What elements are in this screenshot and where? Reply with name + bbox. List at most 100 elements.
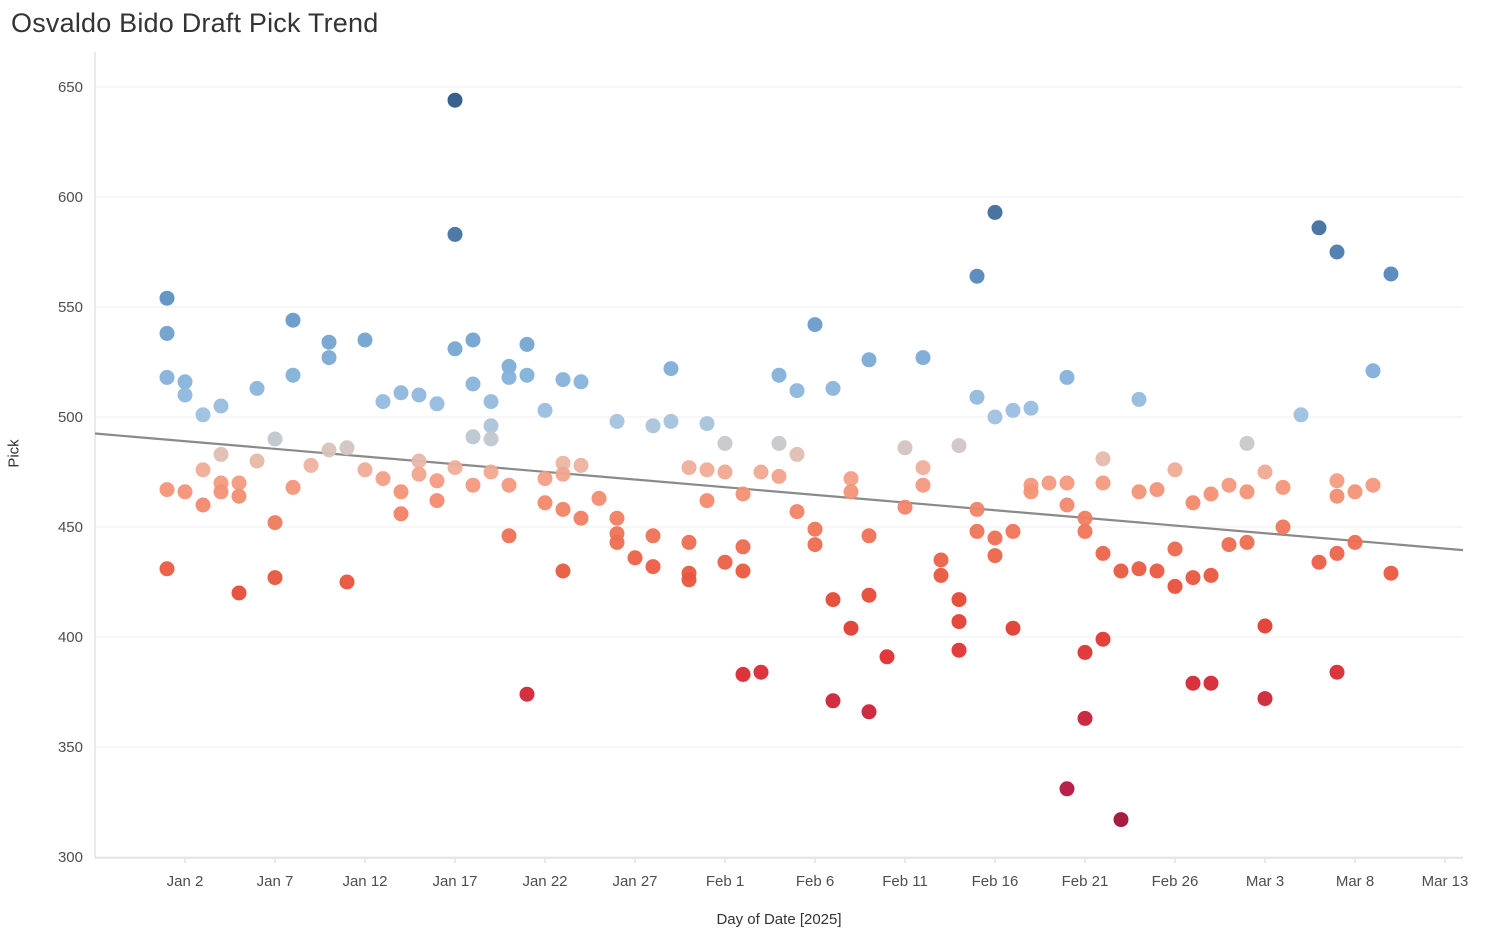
data-point[interactable] [249, 380, 265, 396]
data-point[interactable] [681, 534, 697, 550]
data-point[interactable] [1059, 781, 1075, 797]
data-point[interactable] [663, 413, 679, 429]
data-point[interactable] [825, 592, 841, 608]
data-point[interactable] [1239, 534, 1255, 550]
data-point[interactable] [267, 431, 283, 447]
data-point[interactable] [843, 471, 859, 487]
data-point[interactable] [969, 523, 985, 539]
data-point[interactable] [159, 290, 175, 306]
data-point[interactable] [1095, 631, 1111, 647]
data-point[interactable] [375, 394, 391, 410]
data-point[interactable] [861, 587, 877, 603]
data-point[interactable] [1023, 484, 1039, 500]
data-point[interactable] [645, 559, 661, 575]
data-point[interactable] [609, 534, 625, 550]
data-point[interactable] [1059, 369, 1075, 385]
data-point[interactable] [1293, 407, 1309, 423]
data-point[interactable] [177, 374, 193, 390]
data-point[interactable] [231, 488, 247, 504]
data-point[interactable] [681, 572, 697, 588]
data-point[interactable] [1113, 563, 1129, 579]
data-point[interactable] [1203, 567, 1219, 583]
data-point[interactable] [159, 325, 175, 341]
data-point[interactable] [717, 435, 733, 451]
data-point[interactable] [1257, 464, 1273, 480]
data-point[interactable] [1167, 578, 1183, 594]
data-point[interactable] [1095, 475, 1111, 491]
data-point[interactable] [321, 350, 337, 366]
data-point[interactable] [1005, 402, 1021, 418]
data-point[interactable] [1077, 523, 1093, 539]
data-point[interactable] [231, 475, 247, 491]
data-point[interactable] [555, 372, 571, 388]
data-point[interactable] [573, 457, 589, 473]
data-point[interactable] [627, 550, 643, 566]
data-point[interactable] [969, 501, 985, 517]
data-point[interactable] [213, 446, 229, 462]
data-point[interactable] [987, 530, 1003, 546]
data-point[interactable] [609, 510, 625, 526]
data-point[interactable] [645, 528, 661, 544]
data-point[interactable] [339, 440, 355, 456]
data-point[interactable] [447, 341, 463, 357]
data-point[interactable] [1077, 710, 1093, 726]
data-point[interactable] [321, 334, 337, 350]
data-point[interactable] [753, 664, 769, 680]
data-point[interactable] [789, 446, 805, 462]
data-point[interactable] [1095, 545, 1111, 561]
data-point[interactable] [1275, 519, 1291, 535]
data-point[interactable] [789, 504, 805, 520]
data-point[interactable] [1005, 523, 1021, 539]
data-point[interactable] [1257, 618, 1273, 634]
data-point[interactable] [969, 389, 985, 405]
data-point[interactable] [465, 376, 481, 392]
data-point[interactable] [1347, 484, 1363, 500]
data-point[interactable] [1077, 644, 1093, 660]
data-point[interactable] [987, 409, 1003, 425]
data-point[interactable] [1131, 391, 1147, 407]
data-point[interactable] [267, 570, 283, 586]
data-point[interactable] [1185, 570, 1201, 586]
data-point[interactable] [735, 666, 751, 682]
data-point[interactable] [429, 473, 445, 489]
data-point[interactable] [735, 563, 751, 579]
data-point[interactable] [951, 614, 967, 630]
data-point[interactable] [915, 350, 931, 366]
data-point[interactable] [213, 484, 229, 500]
data-point[interactable] [483, 464, 499, 480]
data-point[interactable] [447, 460, 463, 476]
data-point[interactable] [483, 431, 499, 447]
data-point[interactable] [555, 563, 571, 579]
data-point[interactable] [429, 396, 445, 412]
data-point[interactable] [447, 92, 463, 108]
data-point[interactable] [159, 369, 175, 385]
data-point[interactable] [447, 226, 463, 242]
data-point[interactable] [1329, 473, 1345, 489]
data-point[interactable] [789, 383, 805, 399]
data-point[interactable] [897, 499, 913, 515]
data-point[interactable] [807, 521, 823, 537]
data-point[interactable] [1239, 484, 1255, 500]
data-point[interactable] [771, 468, 787, 484]
data-point[interactable] [1329, 488, 1345, 504]
data-point[interactable] [1383, 266, 1399, 282]
data-point[interactable] [879, 649, 895, 665]
data-point[interactable] [411, 466, 427, 482]
data-point[interactable] [555, 466, 571, 482]
data-point[interactable] [1203, 486, 1219, 502]
data-point[interactable] [699, 416, 715, 432]
data-point[interactable] [465, 477, 481, 493]
data-point[interactable] [1059, 475, 1075, 491]
data-point[interactable] [321, 442, 337, 458]
data-point[interactable] [375, 471, 391, 487]
data-point[interactable] [1365, 477, 1381, 493]
data-point[interactable] [663, 361, 679, 377]
data-point[interactable] [465, 332, 481, 348]
data-point[interactable] [411, 453, 427, 469]
data-point[interactable] [465, 429, 481, 445]
data-point[interactable] [1059, 497, 1075, 513]
data-point[interactable] [807, 317, 823, 333]
data-point[interactable] [807, 537, 823, 553]
data-point[interactable] [933, 567, 949, 583]
data-point[interactable] [1005, 620, 1021, 636]
